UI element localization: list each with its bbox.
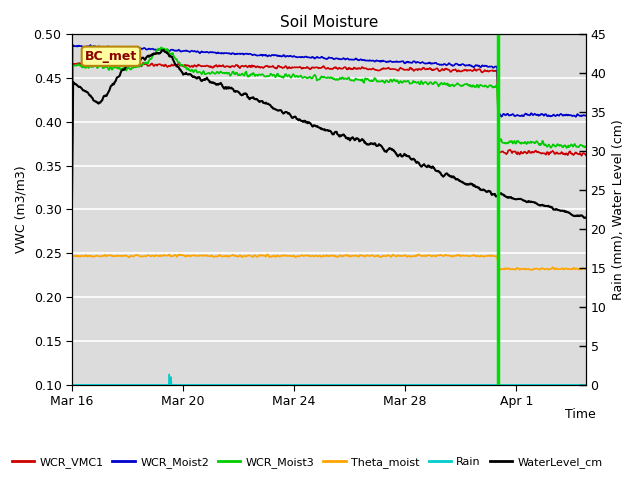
Y-axis label: VWC (m3/m3): VWC (m3/m3) bbox=[15, 166, 28, 253]
Y-axis label: Rain (mm), Water Level (cm): Rain (mm), Water Level (cm) bbox=[612, 119, 625, 300]
Legend: WCR_VMC1, WCR_Moist2, WCR_Moist3, Theta_moist, Rain, WaterLevel_cm: WCR_VMC1, WCR_Moist2, WCR_Moist3, Theta_… bbox=[7, 452, 607, 472]
Text: BC_met: BC_met bbox=[85, 50, 137, 63]
Title: Soil Moisture: Soil Moisture bbox=[280, 15, 378, 30]
X-axis label: Time: Time bbox=[565, 408, 596, 420]
